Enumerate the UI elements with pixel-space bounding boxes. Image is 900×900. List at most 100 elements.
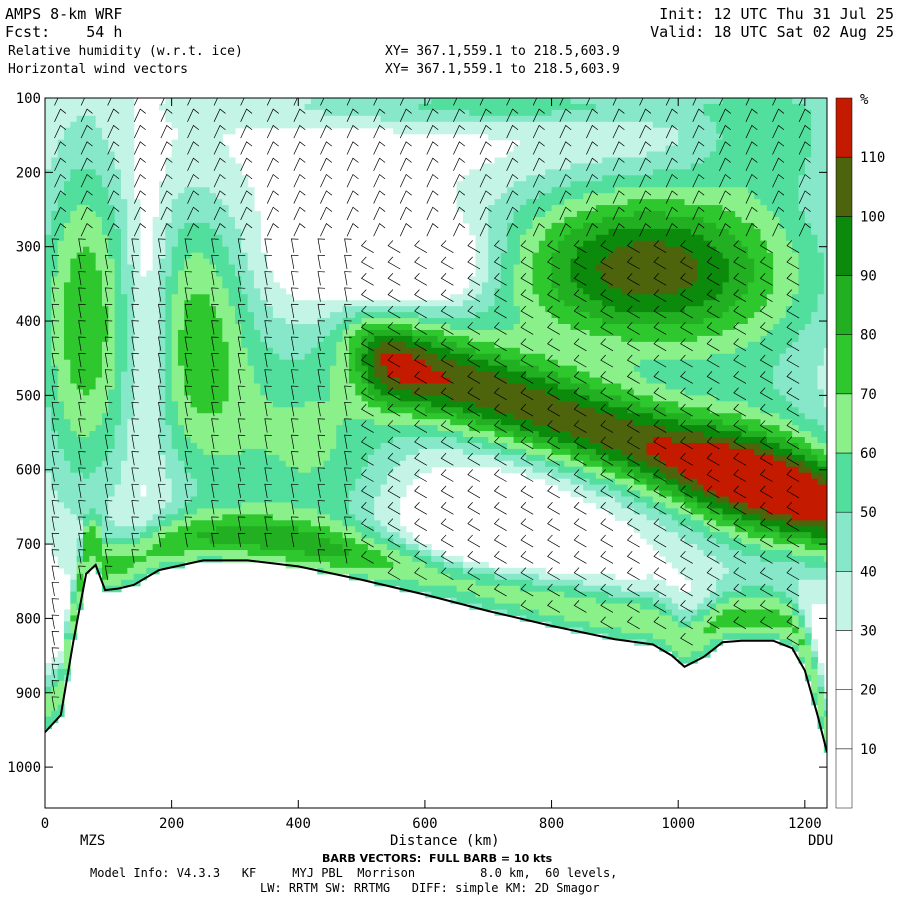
rh-cell [120,175,128,182]
rh-cell [323,389,331,396]
rh-cell [450,347,458,355]
rh-cell [405,538,413,545]
rh-cell [177,377,185,385]
rh-cell [450,591,458,599]
rh-cell [424,324,432,331]
rh-cell [45,306,52,313]
rh-cell [203,395,211,402]
rh-cell [481,579,489,587]
rh-cell [488,585,496,593]
rh-cell [393,550,401,557]
rh-cell [469,448,477,456]
rh-cell [228,234,236,242]
rh-cell [456,103,464,111]
rh-cell [279,413,287,420]
rh-cell [247,460,255,468]
rh-cell [70,371,78,379]
rh-cell [374,353,382,361]
rh-cell [532,401,540,408]
rh-cell [63,454,71,462]
rh-cell [127,163,135,170]
rh-cell [177,127,185,135]
rh-cell [209,115,217,123]
rh-cell [424,109,432,117]
rh-cell [152,502,160,509]
rh-cell [146,347,154,355]
rh-cell [456,460,464,468]
rh-cell [57,401,65,408]
rh-cell [228,264,236,272]
rh-cell [329,312,337,319]
rh-cell [76,377,84,385]
rh-cell [342,544,350,551]
rh-cell [146,395,154,402]
rh-cell [222,502,230,509]
rh-cell [234,240,242,248]
rh-cell [139,407,147,414]
rh-cell [500,579,508,587]
rh-cell [203,312,211,319]
rh-cell [431,567,439,575]
rh-cell [120,211,128,218]
rh-cell [532,597,540,605]
rh-cell [228,115,236,123]
rh-cell [431,115,439,123]
rh-cell [177,335,185,343]
rh-cell [532,585,540,593]
rh-cell [348,347,356,355]
rh-cell [266,454,274,462]
rh-cell [469,597,477,605]
rh-cell [481,442,489,450]
rh-cell [519,216,527,224]
rh-cell [513,187,521,194]
rh-cell [361,532,369,539]
rh-cell [228,318,236,325]
rh-cell [469,199,477,206]
rh-cell [247,395,255,402]
rh-cell [101,579,109,587]
rh-cell [120,419,128,426]
rh-cell [247,555,255,563]
rh-cell [95,282,103,289]
rh-cell [127,335,135,343]
rh-cell [184,211,192,218]
rh-cell [95,490,103,498]
rh-cell [507,567,515,575]
rh-cell [120,454,128,462]
rh-cell [101,490,109,498]
rh-cell [431,460,439,468]
rh-cell [500,597,508,605]
rh-cell [51,258,59,266]
rh-cell [70,258,78,266]
rh-cell [152,454,160,462]
rh-cell [412,555,420,563]
rh-cell [101,98,109,105]
rh-cell [63,335,71,343]
rh-cell [152,371,160,379]
rh-cell [45,508,52,515]
rh-cell [329,442,337,450]
rh-cell [437,377,445,385]
rh-cell [500,437,508,444]
rh-cell [57,555,65,563]
rh-cell [228,252,236,260]
rh-cell [399,550,407,557]
rh-cell [165,442,173,450]
rh-cell [133,573,141,581]
rh-cell [431,431,439,438]
rh-cell [380,526,388,533]
rh-cell [513,466,521,474]
rh-cell [374,98,382,105]
rh-cell [51,294,59,301]
rh-cell [70,555,78,563]
rh-cell [488,324,496,331]
rh-cell [532,389,540,396]
rh-cell [329,490,337,498]
rh-cell [291,419,299,426]
rh-cell [367,514,375,521]
rh-cell [456,561,464,569]
rh-cell [412,419,420,426]
rh-cell [57,324,65,331]
rh-cell [266,371,274,379]
rh-cell [526,282,534,289]
